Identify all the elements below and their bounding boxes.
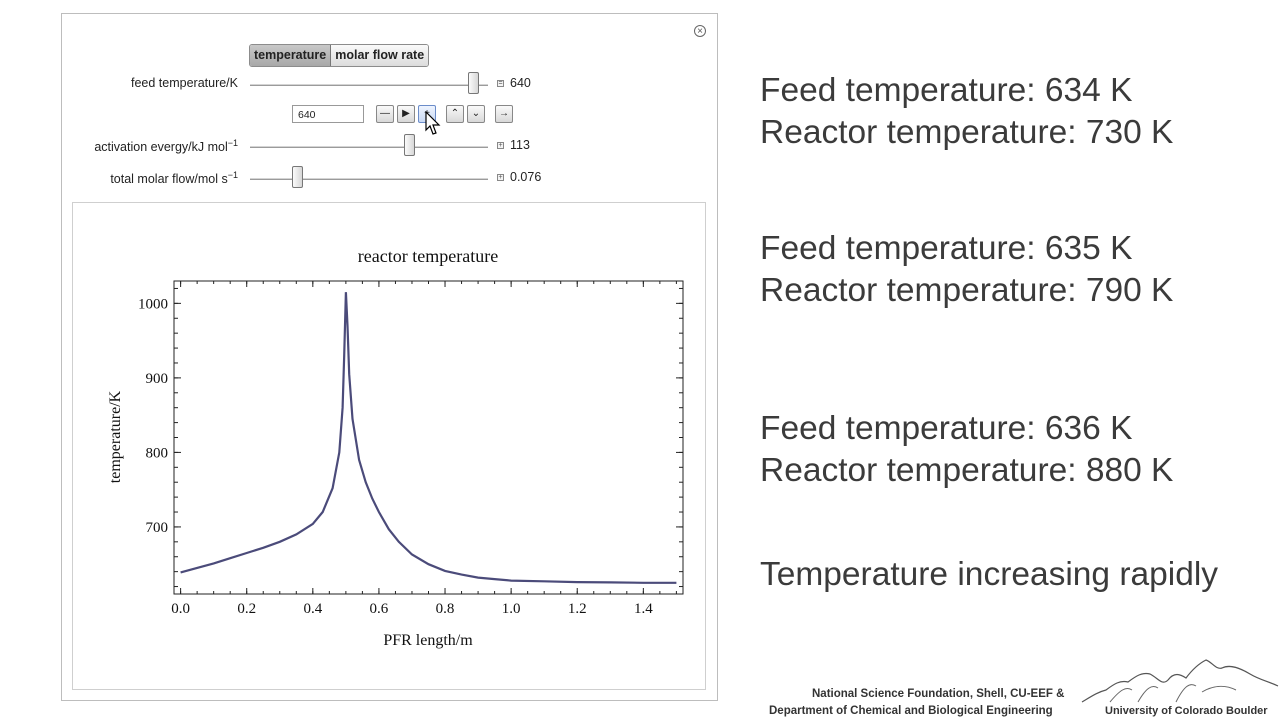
expand-icon[interactable]: + bbox=[497, 142, 504, 149]
note-3-feed: Feed temperature: 636 K bbox=[760, 410, 1133, 447]
slower-icon[interactable]: ⌄ bbox=[467, 105, 485, 123]
total-molar-flow-label: total molar flow/mol s−1 bbox=[110, 170, 238, 187]
tab-temperature[interactable]: temperature bbox=[250, 45, 332, 66]
cursor-icon bbox=[425, 111, 441, 135]
feed-temperature-slider-thumb[interactable] bbox=[468, 72, 480, 94]
total-molar-flow-slider-thumb[interactable] bbox=[292, 166, 304, 188]
x-tick-label: 1.2 bbox=[568, 601, 587, 617]
x-tick-label: 1.4 bbox=[634, 601, 653, 617]
activation-energy-slider-thumb[interactable] bbox=[403, 134, 415, 156]
collapse-icon[interactable]: = bbox=[497, 80, 504, 87]
y-axis-label: temperature/K bbox=[107, 390, 124, 483]
activation-energy-slider-track[interactable] bbox=[250, 146, 488, 148]
note-2-feed: Feed temperature: 635 K bbox=[760, 230, 1133, 267]
plot-area bbox=[173, 280, 684, 595]
feed-temperature-label: feed temperature/K bbox=[130, 76, 238, 90]
note-1-feed: Feed temperature: 634 K bbox=[760, 72, 1133, 109]
play-icon[interactable]: ▶ bbox=[397, 105, 415, 123]
close-icon[interactable]: × bbox=[694, 25, 706, 37]
tab-molar-flow-rate[interactable]: molar flow rate bbox=[331, 45, 429, 66]
feed-temperature-value: 640 bbox=[510, 76, 531, 90]
y-tick-label: 1000 bbox=[138, 296, 168, 312]
total-molar-flow-value: 0.076 bbox=[510, 170, 542, 184]
feed-temperature-input[interactable]: 640 bbox=[292, 105, 364, 123]
x-tick-label: 0.0 bbox=[171, 601, 190, 617]
note-1-reactor: Reactor temperature: 730 K bbox=[760, 114, 1174, 151]
chart-title: reactor temperature bbox=[358, 246, 498, 266]
x-tick-label: 0.4 bbox=[303, 601, 322, 617]
note-3-reactor: Reactor temperature: 880 K bbox=[760, 452, 1174, 489]
minus-icon[interactable]: — bbox=[376, 105, 394, 123]
y-tick-label: 800 bbox=[146, 445, 169, 461]
expand-icon[interactable]: + bbox=[497, 174, 504, 181]
faster-icon[interactable]: ⌃ bbox=[446, 105, 464, 123]
manipulate-panel bbox=[61, 13, 718, 701]
plot-frame bbox=[72, 202, 706, 690]
y-tick-label: 700 bbox=[146, 520, 169, 536]
university-name: University of Colorado Boulder bbox=[1105, 705, 1268, 717]
x-tick-label: 0.8 bbox=[436, 601, 455, 617]
x-tick-label: 0.6 bbox=[370, 601, 389, 617]
temperature-curve bbox=[180, 292, 677, 584]
x-tick-label: 1.0 bbox=[502, 601, 521, 617]
plot-selector: temperature molar flow rate bbox=[249, 44, 430, 67]
feed-temperature-slider-track[interactable] bbox=[250, 84, 488, 86]
note-final: Temperature increasing rapidly bbox=[760, 556, 1219, 593]
y-tick-label: 900 bbox=[146, 371, 169, 387]
activation-energy-value: 113 bbox=[510, 138, 530, 152]
x-tick-label: 0.2 bbox=[237, 601, 256, 617]
university-mountain-logo bbox=[1081, 659, 1279, 703]
activation-energy-label: activation evergy/kJ mol−1 bbox=[94, 138, 238, 155]
note-2-reactor: Reactor temperature: 790 K bbox=[760, 272, 1174, 309]
total-molar-flow-slider-track[interactable] bbox=[250, 178, 488, 180]
credit-line-1: National Science Foundation, Shell, CU-E… bbox=[812, 688, 1065, 700]
x-axis-label: PFR length/m bbox=[383, 632, 473, 649]
credit-line-2: Department of Chemical and Biological En… bbox=[769, 705, 1053, 717]
direction-icon[interactable]: → bbox=[495, 105, 513, 123]
